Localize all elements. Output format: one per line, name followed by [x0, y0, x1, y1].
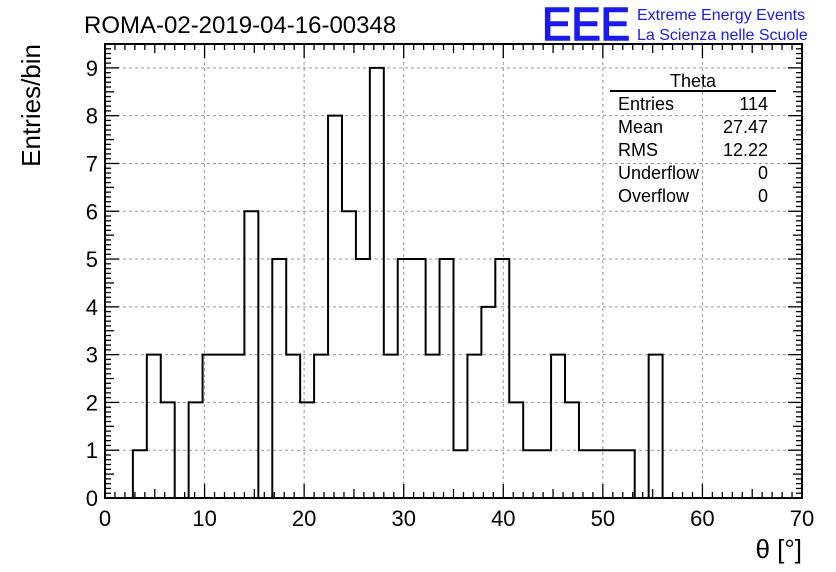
stats-box: Theta Entries 114 Mean 27.47 RMS 12.22 Underfl…	[610, 71, 776, 206]
histogram-outline	[105, 66, 802, 499]
x-tick-label-4: 40	[491, 506, 515, 531]
y-axis: 0 1 2 3 4 5 6 7 8 9	[86, 43, 802, 511]
x-axis: 0 10 20 30 40 50 60 70	[99, 44, 814, 531]
y-tick-label-9: 9	[86, 56, 98, 81]
stats-rows: Entries 114 Mean 27.47 RMS 12.22 Underflow 0 Ove…	[618, 94, 768, 206]
logo-line-1: Extreme Energy Events	[637, 7, 805, 24]
stats-value-entries: 114	[739, 94, 768, 114]
y-tick-label-0: 0	[86, 486, 98, 511]
x-tick-label-0: 0	[99, 506, 111, 531]
stats-label-rms: RMS	[618, 140, 658, 160]
y-tick-label-2: 2	[86, 390, 98, 415]
y-tick-label-6: 6	[86, 199, 98, 224]
stats-value-overflow: 0	[758, 186, 768, 206]
x-tick-label-1: 10	[192, 506, 216, 531]
stats-label-underflow: Underflow	[618, 163, 700, 183]
y-tick-label-4: 4	[86, 295, 98, 320]
eee-logo: EEE Extreme Energy Events La Scienza nel…	[541, 0, 808, 51]
y-axis-label: Entries/bin	[16, 44, 46, 167]
logo-mark: EEE	[542, 0, 630, 50]
stats-label-entries: Entries	[618, 94, 674, 114]
y-tick-label-5: 5	[86, 247, 98, 272]
stats-label-mean: Mean	[618, 117, 663, 137]
x-axis-label: θ [°]	[755, 534, 802, 564]
x-tick-label-6: 60	[690, 506, 714, 531]
stats-title: Theta	[670, 71, 717, 91]
x-tick-label-7: 70	[790, 506, 814, 531]
y-tick-label-1: 1	[86, 438, 98, 463]
x-tick-label-5: 50	[591, 506, 615, 531]
y-tick-label-8: 8	[86, 104, 98, 129]
x-tick-label-2: 20	[292, 506, 316, 531]
logo-line-2: La Scienza nelle Scuole	[637, 27, 808, 44]
stats-value-rms: 12.22	[723, 140, 768, 160]
chart-title: ROMA-02-2019-04-16-00348	[84, 12, 396, 39]
y-tick-label-3: 3	[86, 343, 98, 368]
x-tick-label-3: 30	[391, 506, 415, 531]
y-tick-label-7: 7	[86, 151, 98, 176]
stats-value-underflow: 0	[758, 163, 768, 183]
stats-label-overflow: Overflow	[618, 186, 690, 206]
stats-value-mean: 27.47	[723, 117, 768, 137]
